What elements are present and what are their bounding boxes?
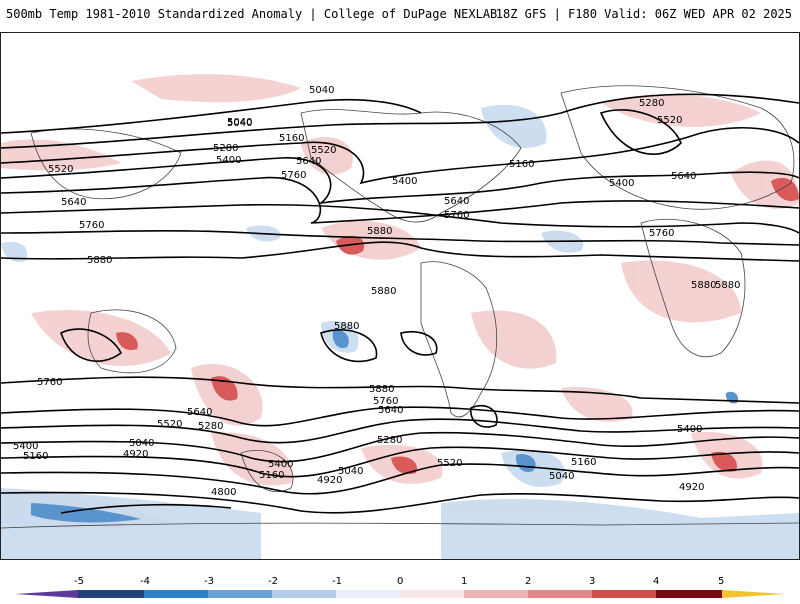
contour-label: 5040 bbox=[549, 471, 574, 482]
contour-label: 5640 bbox=[444, 196, 469, 207]
contour-label: 5880 bbox=[367, 226, 392, 237]
colorbar-tick-label: 1 bbox=[461, 576, 467, 587]
contour-label: 4800 bbox=[211, 487, 236, 498]
colorbar-tick-label: 4 bbox=[653, 576, 659, 587]
map-title: 500mb Temp 1981-2010 Standardized Anomal… bbox=[6, 7, 498, 21]
contour-label: 5280 bbox=[377, 435, 402, 446]
height-contours bbox=[1, 93, 799, 514]
colorbar-tick-labels: -5 -4 -3 -2 -1 0 1 2 3 4 5 bbox=[74, 576, 724, 587]
model-run-info: 18Z GFS | F180 Valid: 06Z WED APR 02 202… bbox=[495, 7, 792, 21]
contour-label: 5280 bbox=[639, 98, 664, 109]
contour-label: 5640 bbox=[187, 407, 212, 418]
anomaly-map[interactable]: 5040 5040 5160 5280 5400 5520 5640 5760 … bbox=[1, 33, 799, 559]
contour-label: 5160 bbox=[259, 470, 284, 481]
contour-label: 5640 bbox=[378, 405, 403, 416]
contour-label: 5040 bbox=[227, 117, 252, 128]
contour-label: 5520 bbox=[48, 164, 73, 175]
colorbar-segment bbox=[528, 590, 592, 598]
contour-labels: 5040 5040 5160 5280 5400 5520 5640 5760 … bbox=[13, 85, 740, 498]
contour-label: 5760 bbox=[37, 377, 62, 388]
map-panel[interactable]: 5040 5040 5160 5280 5400 5520 5640 5760 … bbox=[0, 32, 800, 560]
contour-label: 5040 bbox=[129, 438, 154, 449]
contour-label: 5880 bbox=[334, 321, 359, 332]
colorbar-tick-label: -5 bbox=[74, 576, 84, 587]
contour-label: 5760 bbox=[79, 220, 104, 231]
contour-label: 5400 bbox=[677, 424, 702, 435]
contour-label: 5520 bbox=[311, 145, 336, 156]
continent-outlines bbox=[1, 85, 799, 529]
contour-label: 5880 bbox=[371, 286, 396, 297]
contour-label: 5880 bbox=[691, 280, 716, 291]
colorbar: -5 -4 -3 -2 -1 0 1 2 3 4 5 bbox=[0, 560, 800, 600]
colorbar-segment bbox=[336, 590, 400, 598]
colorbar-segment bbox=[272, 590, 336, 598]
contour-label: 5880 bbox=[87, 255, 112, 266]
contour-label: 5280 bbox=[198, 421, 223, 432]
contour-label: 5040 bbox=[227, 118, 252, 129]
colorbar-tick-label: -1 bbox=[332, 576, 342, 587]
contour-label: 5160 bbox=[23, 451, 48, 462]
colorbar-segment bbox=[656, 590, 722, 598]
contour-label: 5280 bbox=[213, 143, 238, 154]
contour-label: 5880 bbox=[715, 280, 740, 291]
colorbar-high-tip bbox=[722, 590, 785, 598]
contour-label: 5520 bbox=[437, 458, 462, 469]
contour-label: 5160 bbox=[509, 159, 534, 170]
colorbar-tick-label: 2 bbox=[525, 576, 531, 587]
contour-label: 5520 bbox=[157, 419, 182, 430]
contour-label: 5400 bbox=[216, 155, 241, 166]
contour-label: 5400 bbox=[392, 176, 417, 187]
contour-label: 5160 bbox=[571, 457, 596, 468]
contour-label: 5040 bbox=[309, 85, 334, 96]
contour-label: 5040 bbox=[338, 466, 363, 477]
colorbar-tick-label: -2 bbox=[268, 576, 278, 587]
colorbar-segment bbox=[592, 590, 656, 598]
colorbar-segment bbox=[400, 590, 464, 598]
contour-label: 5520 bbox=[657, 115, 682, 126]
contour-label: 5640 bbox=[671, 171, 696, 182]
contour-label: 5760 bbox=[373, 396, 398, 407]
colorbar-segment bbox=[144, 590, 208, 598]
colorbar-tick-label: 5 bbox=[718, 576, 724, 587]
contour-label: 5400 bbox=[13, 441, 38, 452]
colorbar-tick-label: 3 bbox=[589, 576, 595, 587]
colorbar-segment bbox=[78, 590, 144, 598]
contour-label: 5400 bbox=[268, 459, 293, 470]
contour-label: 5760 bbox=[649, 228, 674, 239]
colorbar-tick-label: -4 bbox=[140, 576, 150, 587]
contour-label: 5160 bbox=[279, 133, 304, 144]
contour-label: 5880 bbox=[369, 384, 394, 395]
contour-label: 4920 bbox=[317, 475, 342, 486]
colorbar-low-tip bbox=[15, 590, 78, 598]
contour-label: 4920 bbox=[679, 482, 704, 493]
colorbar-segment bbox=[464, 590, 528, 598]
colorbar-svg: -5 -4 -3 -2 -1 0 1 2 3 4 5 bbox=[15, 576, 785, 598]
contour-label: 5400 bbox=[609, 178, 634, 189]
colorbar-segment bbox=[208, 590, 272, 598]
contour-label: 4920 bbox=[123, 449, 148, 460]
contour-label: 5640 bbox=[61, 197, 86, 208]
contour-label: 5760 bbox=[444, 210, 469, 221]
colorbar-tick-label: 0 bbox=[397, 576, 403, 587]
contour-label: 5640 bbox=[296, 156, 321, 167]
header-bar: 500mb Temp 1981-2010 Standardized Anomal… bbox=[0, 0, 800, 32]
contour-label: 5760 bbox=[281, 170, 306, 181]
colorbar-tick-label: -3 bbox=[204, 576, 214, 587]
